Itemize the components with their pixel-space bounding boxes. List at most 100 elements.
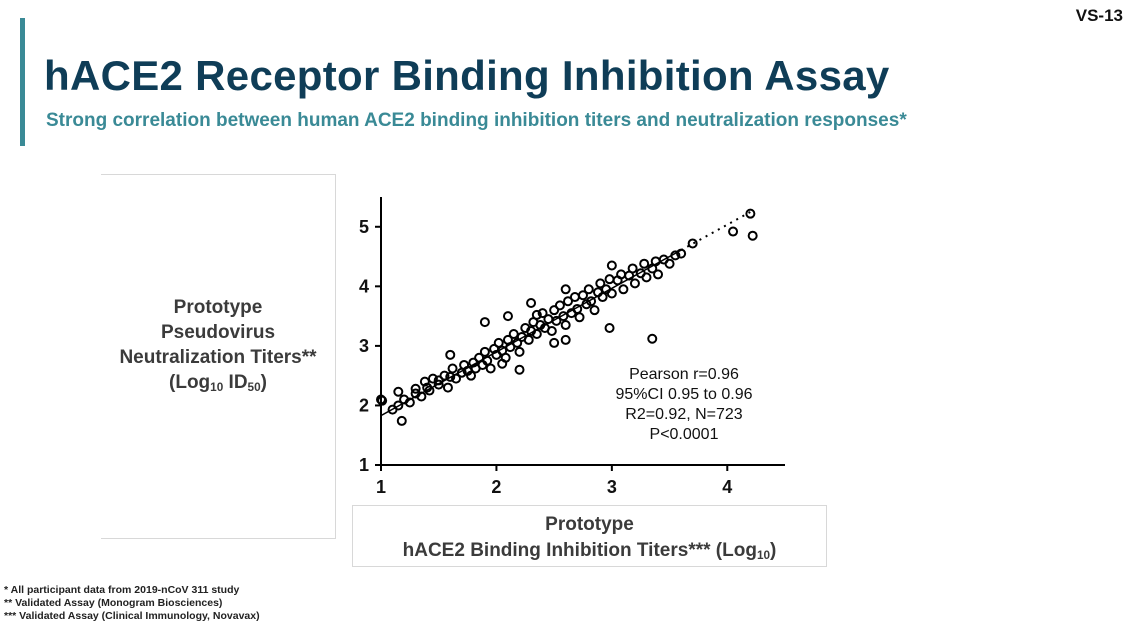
data-point (466, 370, 477, 381)
data-point (396, 415, 407, 426)
data-point (549, 305, 560, 316)
y-axis-title-line4: (Log10 ID50) (169, 372, 267, 394)
scatter-chart: 1 2 3 4 1 2 3 4 5 (359, 197, 785, 497)
stats-annotation: Pearson r=0.96 95%CI 0.95 to 0.96 R2=0.9… (584, 365, 784, 445)
data-point (393, 386, 404, 397)
data-point (419, 376, 430, 387)
y-tick-label: 2 (359, 395, 369, 415)
data-point (728, 226, 739, 237)
data-point (604, 323, 615, 334)
stats-p: P<0.0001 (649, 426, 719, 443)
data-point (445, 349, 456, 360)
data-point (468, 357, 479, 368)
data-point (376, 394, 386, 405)
data-point (606, 260, 617, 271)
y-tick-label: 5 (359, 217, 369, 237)
data-point (676, 248, 687, 259)
stats-r2: R2=0.92, N=723 (625, 406, 743, 423)
data-point (627, 263, 638, 274)
x-axis-title-line2: hACE2 Binding Inhibition Titers*** (Log1… (402, 540, 777, 562)
data-point (554, 300, 565, 311)
footnotes: * All participant data from 2019-nCoV 31… (4, 584, 260, 623)
data-point (531, 328, 542, 339)
data-point (433, 375, 444, 386)
data-point (482, 355, 493, 366)
data-point (377, 395, 388, 406)
x-tick-label: 1 (376, 477, 386, 497)
data-point (502, 311, 513, 322)
data-point (664, 258, 675, 269)
data-point (549, 337, 560, 348)
data-point (639, 258, 650, 269)
data-point (479, 317, 490, 328)
y-tick-label: 1 (359, 455, 369, 475)
data-point (578, 290, 588, 301)
data-point (551, 315, 562, 326)
data-point (514, 346, 525, 357)
data-point (442, 382, 453, 393)
data-point (604, 274, 615, 285)
regression-line-dotted (680, 209, 754, 252)
data-point (447, 363, 458, 374)
data-point (505, 342, 516, 353)
data-point (670, 250, 681, 261)
data-point (523, 334, 534, 345)
data-point (479, 346, 490, 357)
data-point (647, 333, 658, 344)
data-point (606, 288, 617, 299)
data-point (393, 400, 404, 411)
x-tick-label: 4 (722, 477, 732, 497)
data-point (569, 292, 580, 303)
data-point (745, 208, 756, 219)
data-point (537, 308, 548, 319)
data-point (493, 337, 504, 348)
data-point (512, 337, 523, 348)
data-point (543, 314, 554, 325)
data-point (653, 269, 664, 280)
data-point (485, 363, 496, 374)
y-tick-label: 4 (359, 276, 369, 296)
data-point (597, 292, 608, 303)
slide-id: VS-13 (1075, 6, 1123, 25)
data-point (416, 391, 427, 402)
data-point (439, 370, 450, 381)
data-point (629, 278, 640, 289)
data-point (687, 238, 698, 249)
y-tick-label: 3 (359, 336, 369, 356)
y-axis-title: Prototype Pseudovirus Neutralization Tit… (101, 295, 335, 400)
footnote-3: *** Validated Assay (Clinical Immunology… (4, 610, 260, 622)
data-point (583, 284, 594, 295)
data-point (546, 326, 557, 336)
data-point (574, 312, 585, 323)
data-point (562, 296, 573, 307)
data-point (508, 328, 519, 339)
data-point (424, 385, 435, 396)
y-axis-title-line1: Prototype (173, 297, 263, 318)
data-point (586, 296, 597, 307)
page-title: hACE2 Receptor Binding Inhibition Assay (44, 52, 890, 99)
y-axis-title-line2: Pseudovirus (160, 322, 276, 343)
data-point (451, 373, 462, 384)
y-axis-title-box: Prototype Pseudovirus Neutralization Tit… (101, 174, 336, 539)
data-point (531, 309, 542, 320)
data-point (595, 278, 606, 289)
data-point (618, 284, 629, 295)
x-tick-label: 2 (491, 477, 501, 497)
y-axis-title-line3: Neutralization Titers** (119, 347, 317, 368)
stats-pearson: Pearson r=0.96 (629, 366, 739, 383)
data-point (404, 397, 415, 408)
data-point (433, 379, 444, 390)
data-point (410, 383, 421, 394)
data-point (514, 364, 525, 375)
data-point (560, 334, 571, 345)
stats-ci: 95%CI 0.95 to 0.96 (615, 386, 753, 403)
x-tick-label: 3 (607, 477, 617, 497)
data-point (560, 284, 571, 295)
data-point (560, 320, 571, 331)
data-point (497, 358, 508, 369)
data-point (593, 287, 604, 298)
data-point (427, 373, 438, 384)
x-axis-title-line1: Prototype (545, 514, 634, 535)
x-axis-title: Prototype hACE2 Binding Inhibition Titer… (352, 505, 827, 567)
data-point (747, 230, 758, 241)
